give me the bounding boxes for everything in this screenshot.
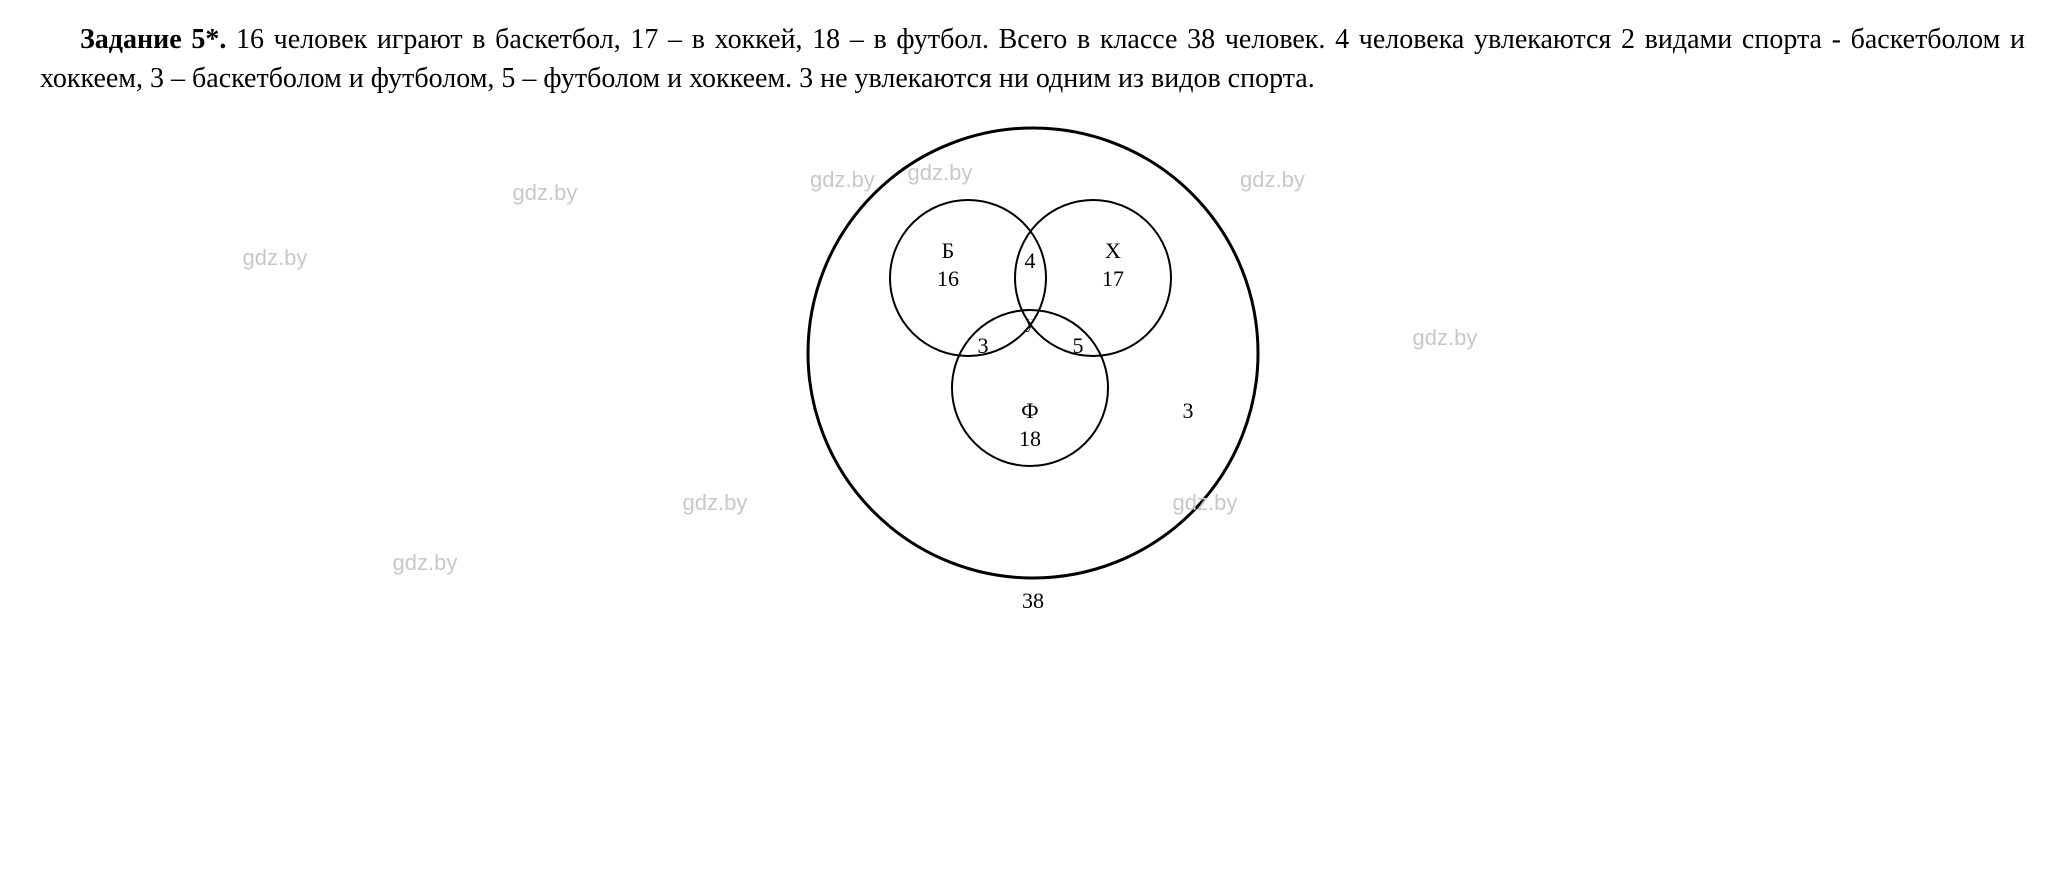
outer-only-count: 3	[1182, 398, 1193, 423]
count-football: 18	[1019, 426, 1041, 451]
diagram-container: Б 16 Х 17 Ф 18 4 3 5 у 3 38 gdz.by gdz.b…	[40, 118, 2025, 618]
outer-circle	[808, 128, 1258, 578]
watermark-d7: gdz.by	[393, 548, 458, 579]
count-basketball: 16	[937, 266, 959, 291]
count-hockey: 17	[1102, 266, 1124, 291]
diagram-wrapper: Б 16 Х 17 Ф 18 4 3 5 у 3 38 gdz.by gdz.b…	[793, 118, 1273, 618]
label-basketball: Б	[941, 238, 954, 263]
intersection-bx: 4	[1024, 248, 1035, 273]
watermark-d2: gdz.by	[243, 243, 308, 274]
problem-body: 16 человек играют в баскетбол, 17 – в хо…	[40, 24, 2025, 94]
watermark-d4: gdz.by	[1413, 323, 1478, 354]
label-football: Ф	[1021, 398, 1038, 423]
intersection-xf: 5	[1072, 333, 1083, 358]
circle-hockey	[1015, 200, 1171, 356]
watermark-d1: gdz.by	[513, 178, 578, 209]
intersection-center: у	[1025, 312, 1034, 332]
label-hockey: Х	[1105, 238, 1121, 263]
intersection-bf: 3	[977, 333, 988, 358]
circle-basketball	[890, 200, 1046, 356]
watermark-d5: gdz.by	[683, 488, 748, 519]
venn-diagram: Б 16 Х 17 Ф 18 4 3 5 у 3 38	[793, 118, 1273, 618]
task-label: Задание 5*.	[80, 24, 226, 55]
total-count: 38	[1022, 588, 1044, 613]
problem-text: Задание 5*. 16 человек играют в баскетбо…	[40, 20, 2025, 98]
